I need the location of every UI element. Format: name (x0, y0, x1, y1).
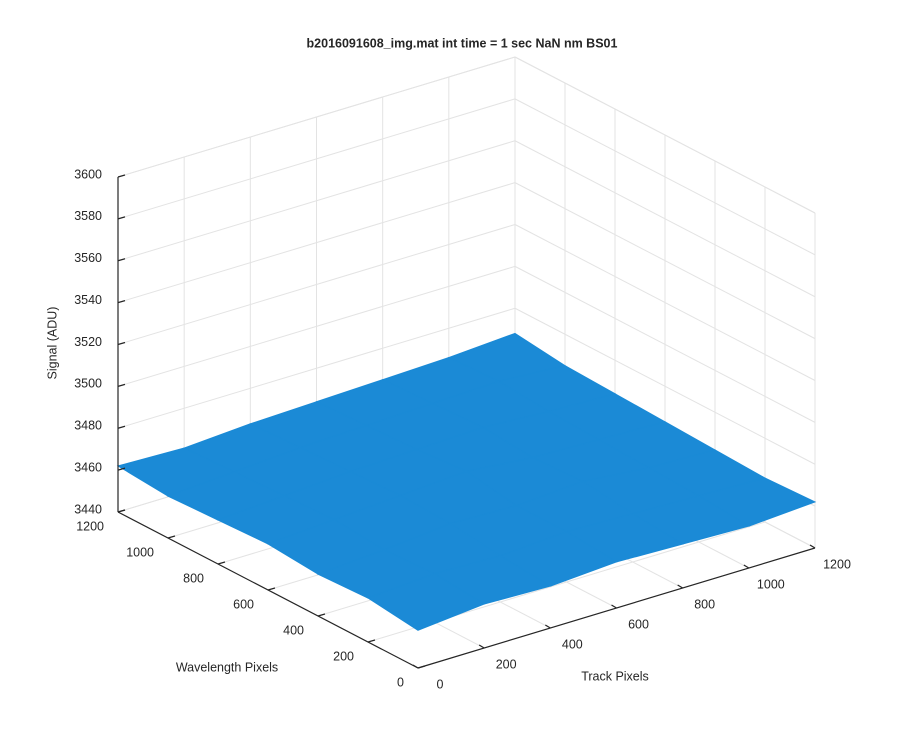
grid-line (117, 265, 516, 387)
grid-line (117, 307, 516, 429)
x-tick (545, 624, 551, 629)
grid-line (117, 98, 516, 220)
z-tick (117, 300, 126, 304)
z-tick (117, 383, 126, 387)
z-tick (117, 467, 126, 471)
x-tick (412, 664, 419, 669)
grid-line (514, 98, 816, 256)
z-tick-label: 3500 (74, 377, 102, 391)
y-tick (267, 587, 276, 591)
y-tick (367, 639, 376, 643)
grid-line (514, 224, 816, 381)
y-tick (317, 613, 326, 617)
z-tick-label: 3480 (74, 419, 102, 433)
chart-title: b2016091608_img.mat int time = 1 sec NaN… (307, 36, 618, 50)
z-tick-label: 3520 (74, 335, 102, 349)
z-tick-label: 3540 (74, 293, 102, 307)
y-tick-label: 0 (397, 675, 404, 689)
x-tick (743, 564, 750, 569)
grid-line (514, 56, 816, 214)
z-tick-label: 3440 (74, 502, 102, 516)
z-tick (117, 509, 126, 513)
x-tick (611, 604, 617, 609)
y-tick-label: 200 (333, 649, 354, 663)
grid-line (514, 140, 816, 298)
z-tick (117, 425, 126, 429)
z-tick-label: 3460 (74, 460, 102, 474)
x-tick-label: 200 (496, 657, 517, 671)
z-tick-label: 3580 (74, 209, 102, 223)
z-tick (117, 216, 126, 220)
grid-line (514, 265, 816, 423)
axes-layer: 0 200 400 600 800 1000 1200 0 200 400 600 800 1000 12… (74, 167, 851, 691)
x-tick-label: 1000 (757, 577, 785, 591)
x-tick-label: 800 (694, 597, 715, 611)
x-tick-label: 600 (628, 617, 649, 631)
surface-patch (366, 573, 486, 631)
y-tick (167, 535, 176, 539)
x-tick-label: 400 (562, 637, 583, 651)
grid-line (514, 182, 816, 340)
grid-line (117, 56, 516, 178)
z-tick-label: 3560 (74, 251, 102, 265)
y-tick (417, 665, 426, 669)
x-tick (677, 584, 683, 589)
y-tick-label: 800 (183, 571, 204, 585)
y-tick-label: 1000 (126, 545, 154, 559)
y-axis-label: Wavelength Pixels (176, 660, 278, 674)
y-tick (217, 561, 226, 565)
y-tick-label: 400 (283, 623, 304, 637)
y-tick-label: 1200 (76, 519, 104, 533)
x-tick-label: 0 (437, 677, 444, 691)
x-axis-label: Track Pixels (581, 669, 649, 683)
z-tick-label: 3600 (74, 167, 102, 181)
z-axis-label: Signal (ADU) (45, 307, 59, 380)
grid-line (117, 182, 516, 304)
grid-line (117, 224, 516, 345)
z-tick (117, 174, 126, 178)
x-tick (809, 544, 816, 549)
z-tick (117, 258, 126, 262)
grid-line (514, 307, 816, 465)
x-tick-label: 1200 (823, 557, 851, 571)
x-tick (478, 644, 485, 649)
grid-line (117, 140, 516, 262)
y-tick-label: 600 (233, 597, 254, 611)
z-tick (117, 341, 126, 346)
surface (116, 332, 817, 631)
